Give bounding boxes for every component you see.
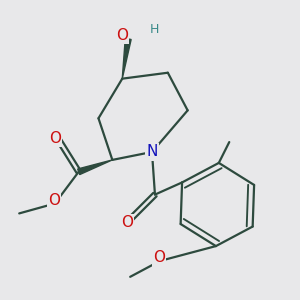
Text: O: O — [116, 28, 128, 43]
Text: O: O — [121, 215, 133, 230]
Polygon shape — [122, 39, 131, 79]
Text: O: O — [49, 130, 61, 146]
Text: N: N — [146, 145, 158, 160]
Polygon shape — [78, 160, 112, 175]
Text: H: H — [149, 22, 159, 36]
Text: O: O — [153, 250, 165, 266]
Text: O: O — [48, 193, 60, 208]
